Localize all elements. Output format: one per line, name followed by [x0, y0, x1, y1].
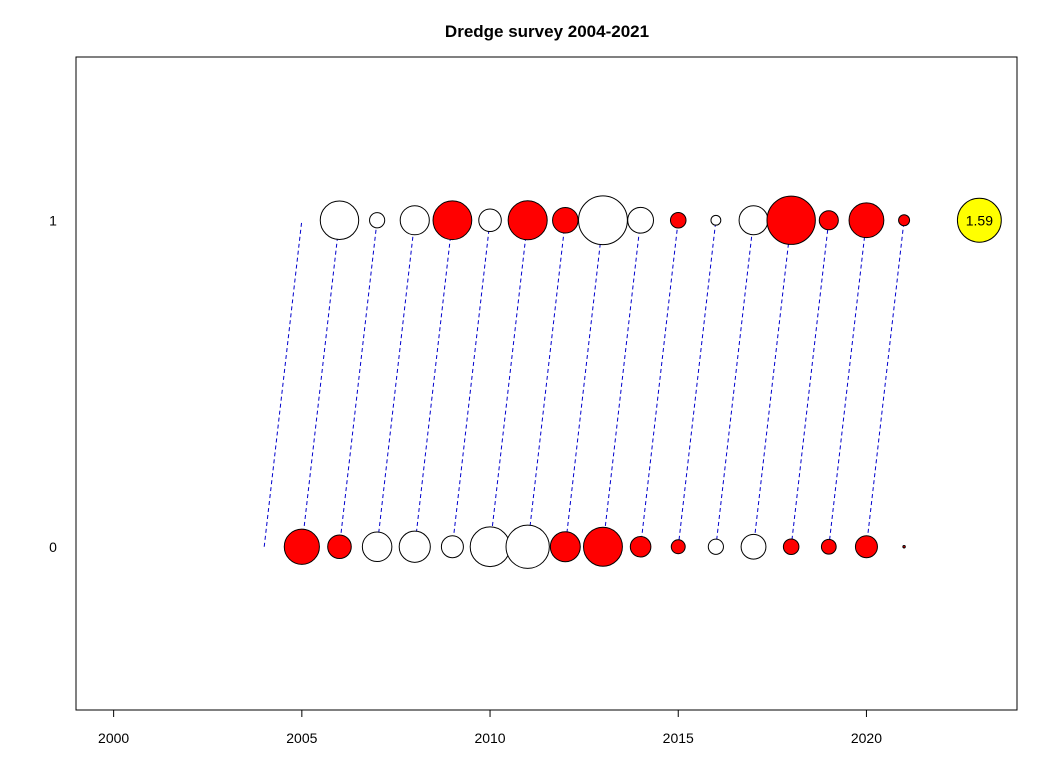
link-line [301, 220, 340, 547]
link-line [753, 220, 792, 547]
bubble-2019-age-0 [820, 538, 837, 555]
bubble-2021-age-0 [902, 545, 906, 549]
bubble-2017-age-0 [740, 533, 767, 560]
bubble-2020-age-1 [848, 202, 885, 239]
link-line [828, 220, 867, 547]
bubble-2013-age-1 [578, 195, 628, 246]
link-line [865, 220, 905, 547]
reference-bubble-group: 1.59 [956, 197, 1002, 243]
bubble-2015-age-0 [670, 539, 686, 555]
bubble-2007-age-1 [369, 212, 386, 229]
x-tick-label: 2005 [286, 730, 317, 746]
bubble-2016-age-0 [707, 538, 724, 555]
bubble-2005-age-0 [283, 528, 320, 565]
bubble-2015-age-1 [669, 211, 687, 229]
axes: 2000 2005 2010 2015 2020 0 1 [49, 212, 882, 746]
bubble-2011-age-1 [507, 200, 548, 241]
link-line [414, 220, 453, 547]
bubble-2009-age-1 [432, 200, 473, 241]
bubble-2010-age-1 [478, 208, 502, 233]
bubble-2013-age-0 [583, 526, 623, 567]
chart-title: Dredge survey 2004-2021 [445, 22, 649, 41]
bubble-2012-age-1 [552, 206, 579, 234]
x-tick-label: 2020 [851, 730, 882, 746]
bubble-2014-age-0 [629, 535, 652, 558]
link-line [376, 220, 416, 547]
link-line [338, 220, 378, 547]
reference-bubble [956, 197, 1002, 243]
bubble-2007-age-0 [361, 531, 393, 563]
bubble-2017-age-1 [738, 205, 769, 236]
bubble-2009-age-0 [440, 535, 464, 559]
bubble-2006-age-1 [319, 200, 360, 240]
link-line [640, 220, 679, 547]
link-line [790, 220, 830, 547]
link-line [677, 220, 717, 547]
link-line [263, 220, 303, 547]
bubble-2011-age-0 [505, 524, 550, 569]
x-tick-label: 2010 [474, 730, 505, 746]
bubble-2006-age-0 [327, 534, 352, 560]
bubble-2018-age-0 [782, 538, 800, 556]
y-tick-label: 0 [49, 539, 57, 555]
link-line [489, 220, 529, 547]
bubble-2016-age-1 [710, 214, 722, 226]
link-line [564, 220, 604, 547]
bubble-2008-age-1 [399, 205, 430, 236]
link-line [715, 220, 755, 547]
bubble-2021-age-1 [898, 214, 911, 227]
x-tick-label: 2000 [98, 730, 129, 746]
bubble-2010-age-0 [469, 526, 511, 568]
bubble-2014-age-1 [627, 206, 655, 234]
bubble-2008-age-0 [398, 530, 431, 563]
y-tick-label: 1 [49, 212, 57, 228]
x-tick-label: 2015 [663, 730, 694, 746]
reference-bubble-label: 1.59 [966, 212, 993, 228]
bubble-2019-age-1 [818, 210, 839, 231]
link-line [451, 220, 491, 547]
bubble-2012-age-0 [549, 531, 581, 563]
link-line [527, 220, 566, 547]
bubble-2020-age-0 [854, 535, 878, 559]
link-line [602, 220, 642, 547]
bubbles [283, 195, 911, 569]
bubble-2018-age-1 [766, 195, 816, 245]
link-lines [263, 220, 905, 547]
